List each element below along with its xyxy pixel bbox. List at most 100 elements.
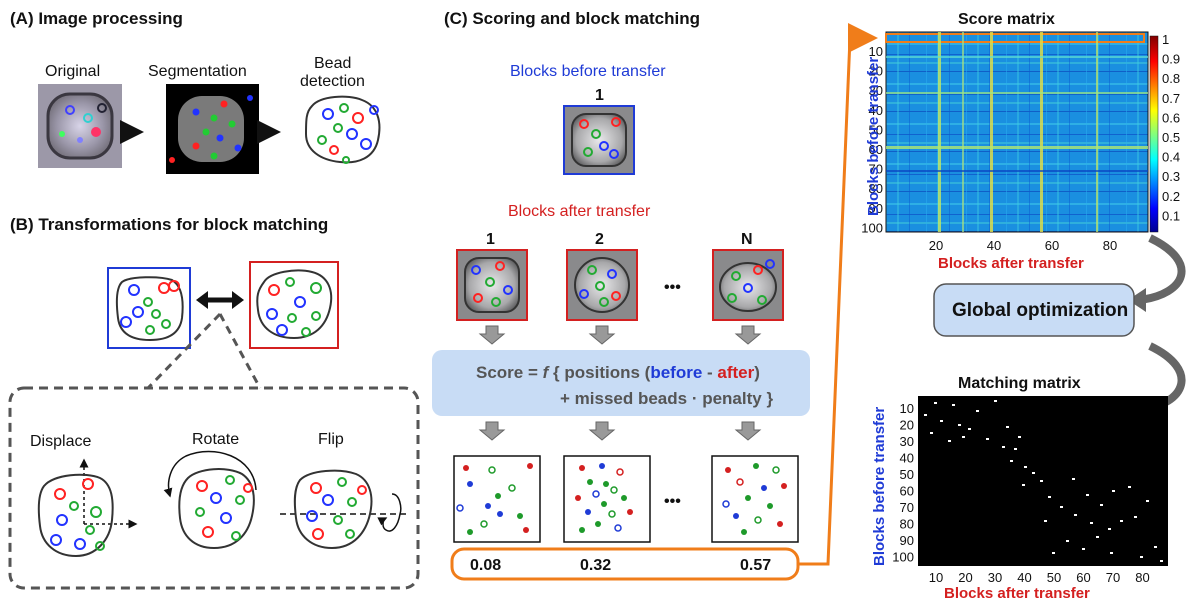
transformations-box (8, 386, 420, 590)
match-dot (958, 424, 961, 426)
after-index-n: N (741, 231, 753, 248)
flip-label: Flip (318, 431, 344, 448)
match-dot (986, 438, 989, 440)
original-image (38, 84, 122, 168)
score-matrix-xtick: 40 (987, 238, 1001, 253)
bead-detection-label-2: detection (300, 73, 365, 90)
score-matrix-yticks: 10 20 30 40 50 60 70 80 90 100 (861, 44, 883, 235)
overlay-plot-1 (453, 455, 541, 543)
before-index: 1 (595, 87, 604, 104)
match-dot (1134, 516, 1137, 518)
bead-detection-label-1: Bead (314, 55, 351, 72)
match-dot (1100, 504, 1103, 506)
displace-illustration (37, 458, 138, 558)
match-dot (1096, 536, 1099, 538)
colorbar-tick: 1 (1162, 32, 1169, 47)
matching-matrix-ytick: 40 (900, 451, 914, 466)
colorbar-tick: 0.9 (1162, 52, 1180, 67)
orange-connector-arrow (798, 23, 878, 566)
panel-c: (C) Scoring and block matching Blocks be… (432, 9, 878, 581)
score-matrix-ytick: 30 (869, 83, 883, 98)
global-optimization-box (933, 283, 1135, 337)
match-dot (1024, 466, 1027, 468)
after-index-1: 1 (486, 231, 495, 248)
curved-arrow-1 (1139, 234, 1186, 304)
after-label: Blocks after transfer (508, 203, 651, 220)
score-matrix-xtick: 20 (929, 238, 943, 253)
colorbar-tick: 0.5 (1162, 130, 1180, 145)
match-dot (924, 414, 927, 416)
match-dot (1140, 556, 1143, 558)
block-after-b (249, 261, 339, 349)
match-dot (1040, 480, 1043, 482)
score-matrix-ytick: 80 (869, 181, 883, 196)
score-formula-box: Score = f { positions (before - after) +… (432, 350, 810, 416)
matching-matrix-xticks: 10 20 30 40 50 60 70 80 (929, 570, 1150, 585)
score-matrix-ytick: 70 (869, 162, 883, 177)
score-matrix-heatmap (885, 31, 1149, 233)
match-dot (1032, 472, 1035, 474)
matching-matrix-xtick: 50 (1047, 570, 1061, 585)
match-dot (1120, 520, 1123, 522)
matching-matrix-ytick: 100 (892, 550, 914, 565)
matching-matrix-title: Matching matrix (958, 375, 1081, 392)
colorbar-tick: 0.3 (1162, 169, 1180, 184)
matching-matrix-xtick: 80 (1135, 570, 1149, 585)
score-matrix-ytick: 90 (869, 201, 883, 216)
matching-matrix-xtick: 20 (958, 570, 972, 585)
dashed-connector-left (146, 312, 222, 390)
matching-matrix-ytick: 80 (900, 517, 914, 532)
score-value-n: 0.57 (740, 557, 771, 574)
panel-b-title: (B) Transformations for block matching (10, 215, 328, 234)
down-arrows-top (478, 325, 762, 345)
after-index-2: 2 (595, 231, 604, 248)
score-matrix-highlight (885, 33, 1145, 43)
match-dot (934, 402, 937, 404)
matching-matrix-xtick: 70 (1106, 570, 1120, 585)
matching-matrix-ytick: 70 (900, 500, 914, 515)
panel-a-title: (A) Image processing (10, 9, 183, 28)
displace-label: Displace (30, 433, 91, 450)
after-block-n-image (712, 249, 784, 321)
score-matrix-ytick: 50 (869, 122, 883, 137)
match-dot (1052, 552, 1055, 554)
score-matrix-ytick: 20 (869, 64, 883, 79)
match-dot (1010, 460, 1013, 462)
match-dot (1110, 552, 1113, 554)
panel-c-title: (C) Scoring and block matching (444, 9, 700, 28)
matching-matrix-xtick: 40 (1017, 570, 1031, 585)
overlay-ellipsis: ••• (664, 493, 681, 510)
colorbar-tick: 0.2 (1162, 189, 1180, 204)
bead-detection-image (304, 95, 381, 164)
score-matrix-xlabel: Blocks after transfer (938, 255, 1084, 272)
match-dot (968, 428, 971, 430)
score-matrix-ytick: 60 (869, 142, 883, 157)
matching-matrix-ytick: 10 (900, 401, 914, 416)
score-formula-line2: + missed beads · penalty } (560, 389, 773, 408)
match-dot (1146, 500, 1149, 502)
after-ellipsis: ••• (664, 279, 681, 296)
match-dot (994, 400, 997, 402)
match-dot (976, 410, 979, 412)
colorbar (1149, 35, 1159, 233)
score-formula-line1: Score = f { positions (before - after) (476, 363, 760, 382)
match-dot (1048, 496, 1051, 498)
matching-matrix-ytick: 60 (900, 484, 914, 499)
match-dot (1128, 486, 1131, 488)
match-dot (1082, 548, 1085, 550)
score-matrix-xtick: 60 (1045, 238, 1059, 253)
match-dot (1154, 546, 1157, 548)
match-dot (952, 404, 955, 406)
matching-matrix-ytick: 90 (900, 533, 914, 548)
double-arrow (196, 291, 244, 309)
match-dot (1014, 448, 1017, 450)
match-dot (1086, 494, 1089, 496)
colorbar-tick: 0.7 (1162, 91, 1180, 106)
before-block-image (563, 105, 635, 175)
matching-matrix-xlabel: Blocks after transfer (944, 585, 1090, 602)
match-dot (1018, 436, 1021, 438)
flip-illustration (280, 469, 410, 550)
match-dot (1022, 484, 1025, 486)
